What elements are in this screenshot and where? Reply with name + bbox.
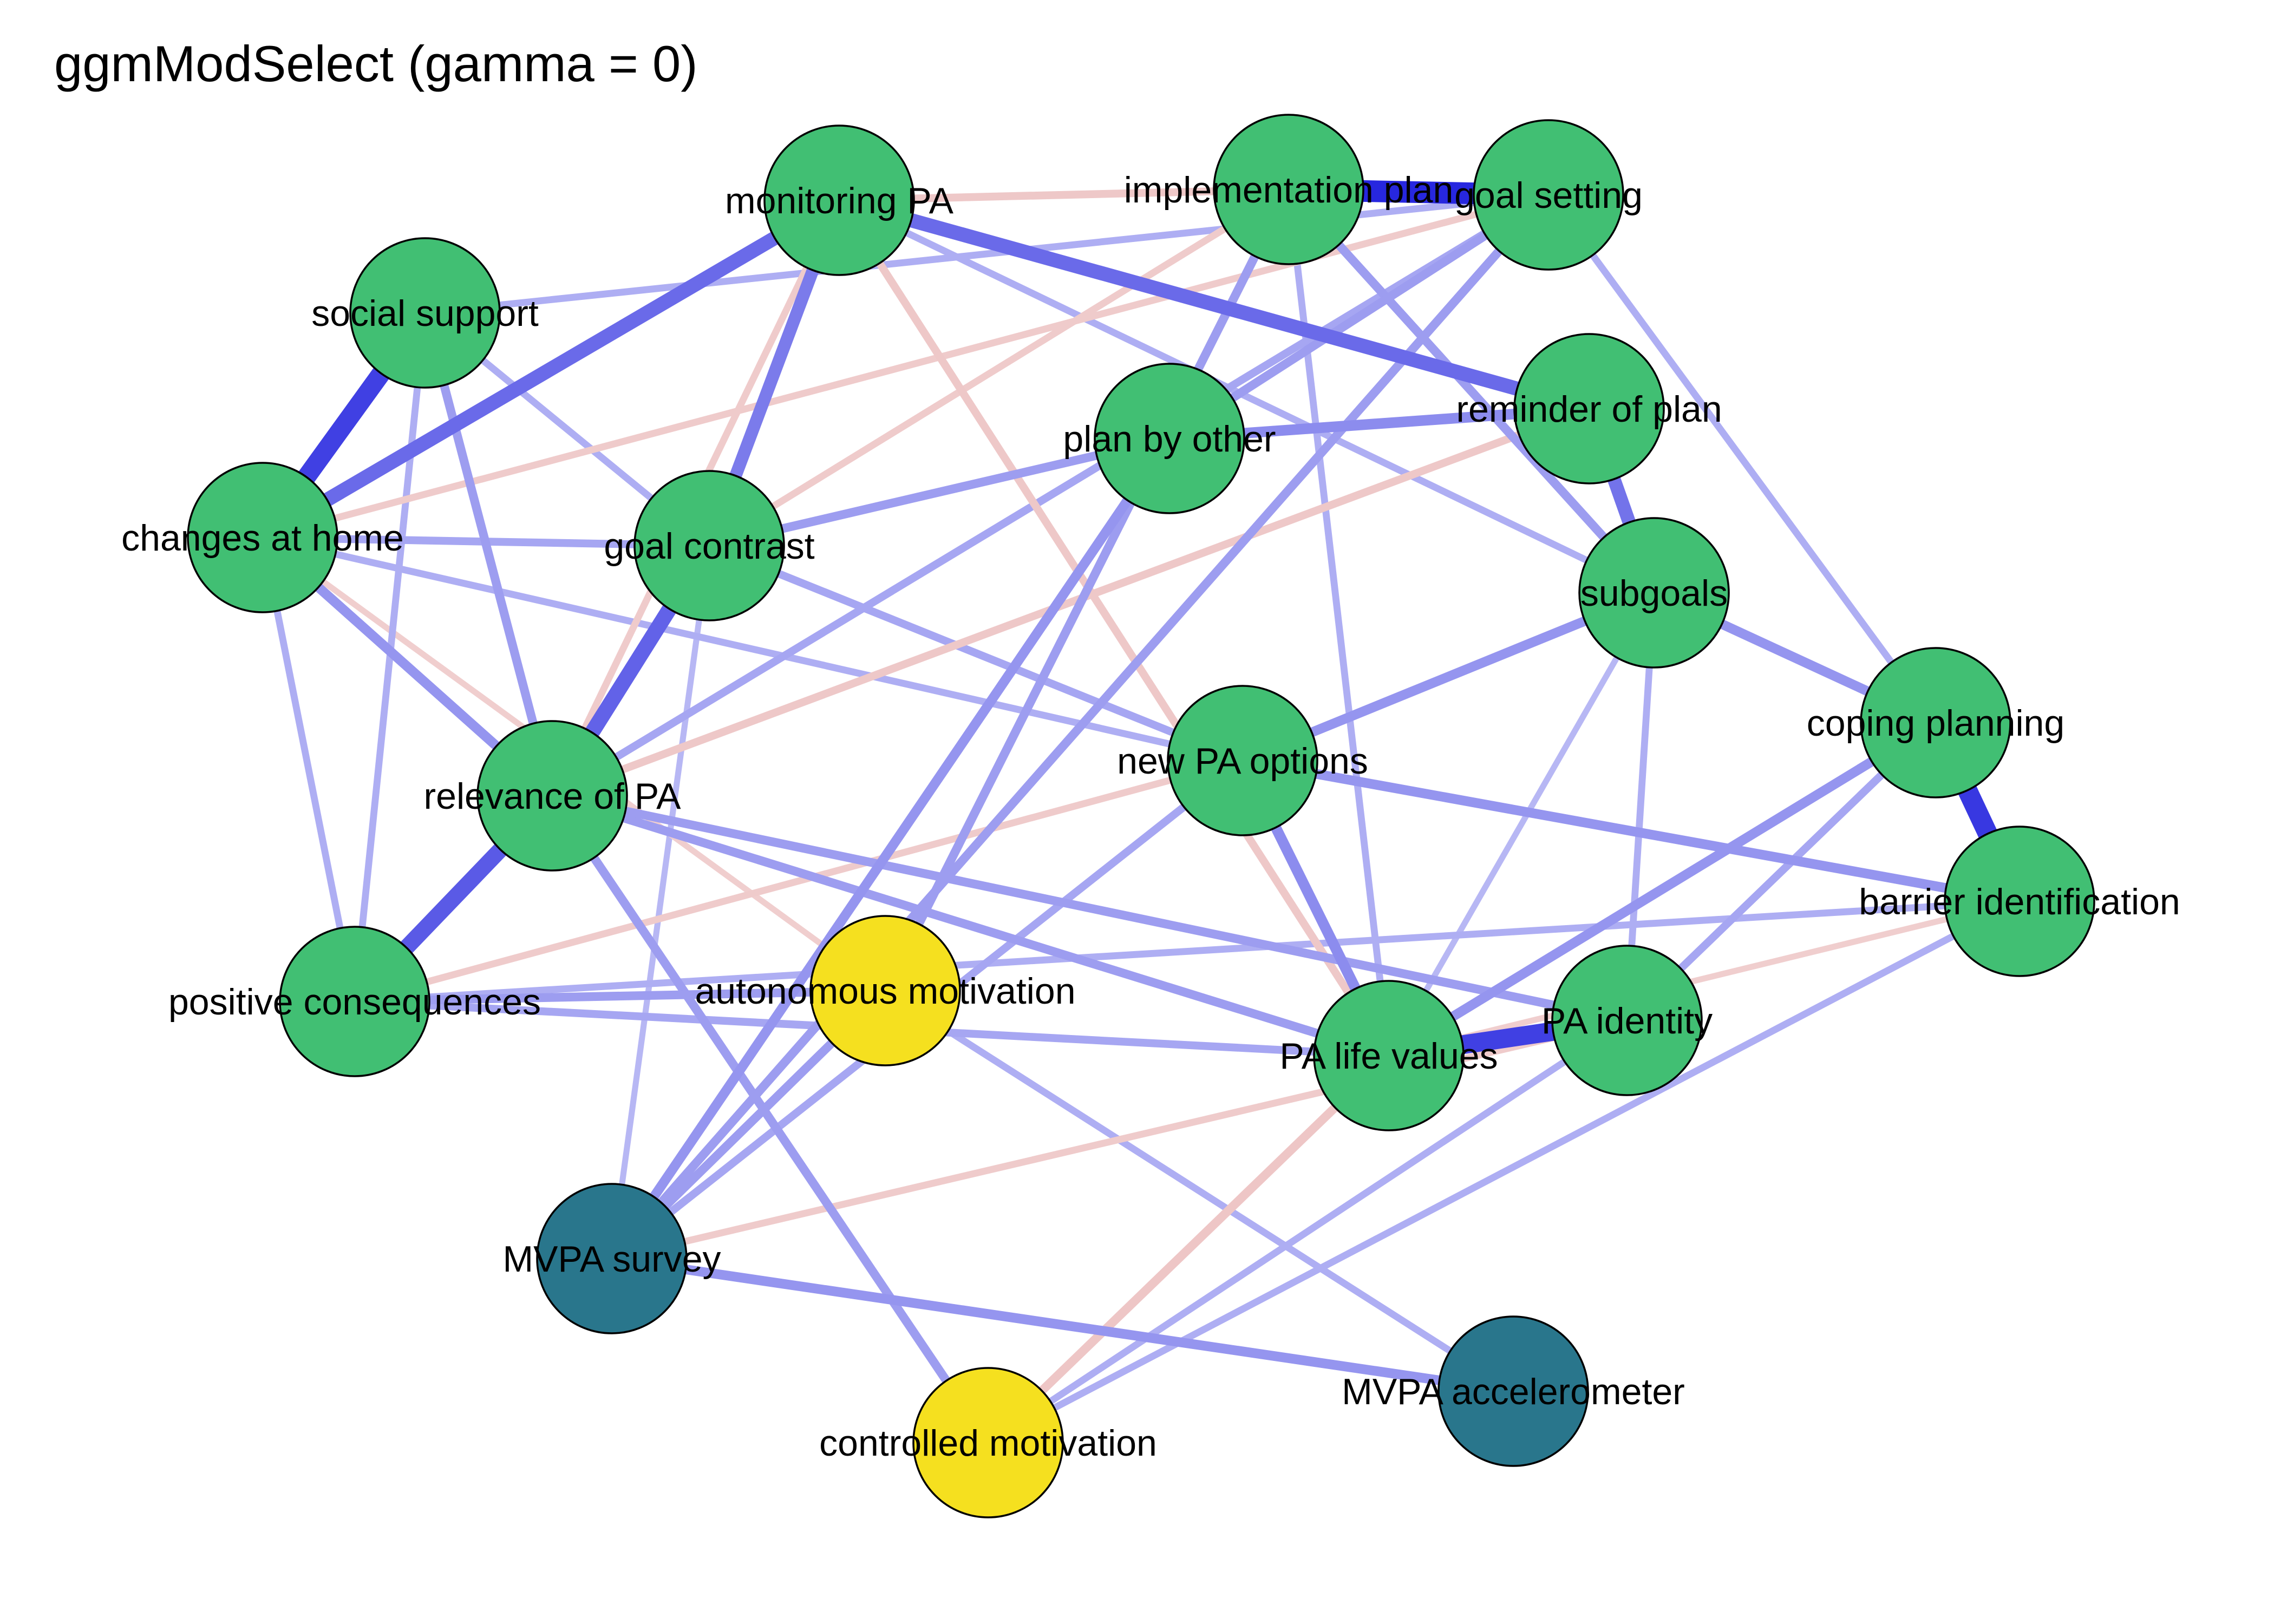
node-lifevalues: PA life values xyxy=(1279,980,1498,1131)
edge-monitoring-reminder xyxy=(837,193,1591,416)
edge-newpa-positive xyxy=(354,757,1244,1005)
node-label-lifevalues: PA life values xyxy=(1279,1036,1498,1077)
edge-identity-controlled xyxy=(986,1017,1629,1446)
node-identity: PA identity xyxy=(1541,945,1713,1096)
node-newpa: new PA options xyxy=(1117,685,1368,836)
node-circle-newpa xyxy=(1167,685,1318,836)
node-monitoring: monitoring PA xyxy=(725,125,954,276)
edge-relevance-lifevalues xyxy=(551,791,1390,1060)
node-circle-planother xyxy=(1094,363,1245,514)
edge-implementation-subgoals xyxy=(1285,186,1658,596)
node-label-positive: positive consequences xyxy=(168,981,541,1023)
node-mvpasurvey: MVPA survey xyxy=(502,1183,721,1334)
diagram-title: ggmModSelect (gamma = 0) xyxy=(54,35,698,92)
node-coping: coping planning xyxy=(1807,647,2064,798)
edge-newpa-barrier xyxy=(1241,756,2021,906)
edge-goalcontrast-planother xyxy=(708,434,1171,550)
node-label-implementation: implementation plan xyxy=(1124,169,1454,211)
edge-goalsetting-coping xyxy=(1545,193,1939,725)
node-circle-coping xyxy=(1860,647,2011,798)
node-label-autonomous: autonomous motivation xyxy=(695,971,1075,1012)
node-circle-positive xyxy=(279,926,430,1077)
edge-barrier-controlled xyxy=(986,898,2021,1446)
node-planother: plan by other xyxy=(1063,363,1276,514)
node-circle-social xyxy=(349,237,501,389)
edge-monitoring-lifevalues xyxy=(835,198,1393,1058)
node-goalcontrast: goal contrast xyxy=(604,470,815,621)
edge-autonomous-mvpaacc xyxy=(883,987,1515,1394)
edge-relevance-controlled xyxy=(548,793,992,1445)
node-label-goalcontrast: goal contrast xyxy=(604,526,814,567)
node-circle-barrier xyxy=(1944,826,2095,977)
node-circle-goalsetting xyxy=(1473,119,1624,271)
node-circle-lifevalues xyxy=(1313,980,1465,1131)
node-label-subgoals: subgoals xyxy=(1580,573,1728,614)
edge-barrier-lifevalues xyxy=(1388,898,2021,1059)
node-circle-monitoring xyxy=(763,125,915,276)
edge-coping-lifevalues xyxy=(1386,718,1938,1060)
node-label-goalsetting: goal setting xyxy=(1454,175,1643,216)
node-label-changes: changes at home xyxy=(121,518,404,559)
node-label-relevance: relevance of PA xyxy=(423,776,681,817)
node-label-monitoring: monitoring PA xyxy=(725,180,954,221)
node-circle-autonomous xyxy=(809,915,961,1066)
edge-goalcontrast-newpa xyxy=(708,542,1244,764)
node-positive: positive consequences xyxy=(168,926,541,1077)
node-implementation: implementation plan xyxy=(1124,114,1454,265)
edge-barrier-positive xyxy=(354,898,2020,1005)
node-goalsetting: goal setting xyxy=(1454,119,1643,271)
edge-monitoring-subgoals xyxy=(838,197,1656,596)
edge-mvpasurvey-mvpaacc xyxy=(611,1254,1514,1396)
node-circle-reminder xyxy=(1513,333,1665,484)
node-barrier: barrier identification xyxy=(1859,826,2180,977)
edge-goalcontrast-mvpasurvey xyxy=(609,545,713,1259)
node-label-newpa: new PA options xyxy=(1117,741,1368,782)
node-circle-changes xyxy=(187,462,338,613)
edge-planother-mvpasurvey xyxy=(607,435,1174,1262)
edge-social-relevance xyxy=(421,311,557,797)
node-subgoals: subgoals xyxy=(1578,517,1730,669)
node-circle-goalcontrast xyxy=(633,470,785,621)
node-circle-mvpasurvey xyxy=(536,1183,688,1334)
node-autonomous: autonomous motivation xyxy=(695,915,1076,1066)
edge-lifevalues-controlled xyxy=(985,1052,1392,1446)
nodes-layer: monitoring PA implementation plan goal set… xyxy=(121,114,2180,1518)
edge-relevance-identity xyxy=(551,791,1628,1025)
node-circle-subgoals xyxy=(1578,517,1730,669)
node-social: social support xyxy=(311,237,539,389)
edge-social-goalsetting xyxy=(424,191,1549,317)
edge-implementation-goalcontrast xyxy=(707,186,1291,549)
node-label-barrier: barrier identification xyxy=(1859,881,2180,922)
node-label-identity: PA identity xyxy=(1541,1000,1713,1042)
node-reminder: reminder of plan xyxy=(1456,333,1722,484)
edge-goalsetting-mvpasurvey xyxy=(608,192,1552,1262)
node-label-social: social support xyxy=(311,293,539,334)
edge-changes-positive xyxy=(259,536,358,1003)
node-label-reminder: reminder of plan xyxy=(1456,389,1722,430)
node-circle-implementation xyxy=(1213,114,1364,265)
node-relevance: relevance of PA xyxy=(423,720,681,872)
edge-goalsetting-changes xyxy=(262,191,1550,541)
edge-implementation-autonomous xyxy=(881,187,1293,993)
node-circle-identity xyxy=(1551,945,1703,1096)
node-circle-relevance xyxy=(476,720,628,872)
node-label-planother: plan by other xyxy=(1063,418,1276,460)
node-mvpaacc: MVPA accelerometer xyxy=(1342,1315,1685,1467)
node-circle-controlled xyxy=(912,1367,1064,1518)
node-label-mvpaacc: MVPA accelerometer xyxy=(1342,1371,1685,1412)
node-changes: changes at home xyxy=(121,462,404,613)
node-label-mvpasurvey: MVPA survey xyxy=(502,1239,721,1280)
edge-monitoring-changes xyxy=(259,194,843,544)
node-label-controlled: controlled motivation xyxy=(819,1423,1157,1464)
node-label-coping: coping planning xyxy=(1807,703,2064,744)
node-circle-mvpaacc xyxy=(1437,1315,1589,1467)
edge-reminder-relevance xyxy=(551,405,1591,800)
node-controlled: controlled motivation xyxy=(819,1367,1157,1518)
